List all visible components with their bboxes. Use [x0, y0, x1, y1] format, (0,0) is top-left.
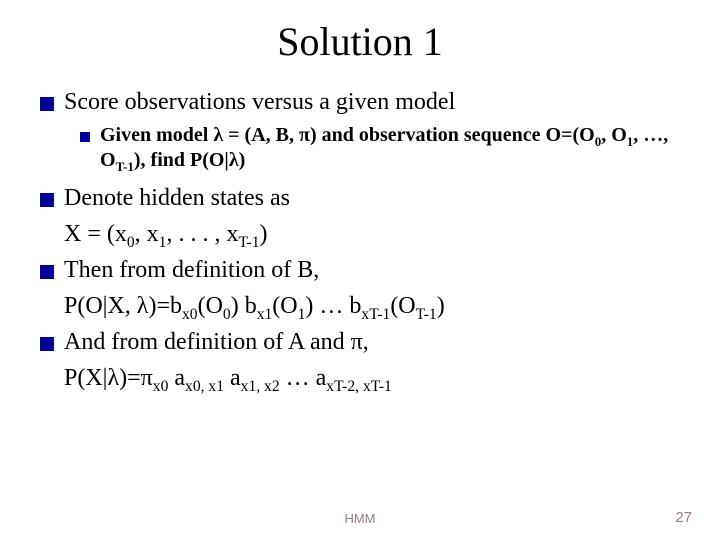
- bullet-text: P(O|X, λ)=bx0(O0) bx1(O1) … bxT-1(OT-1): [64, 291, 680, 321]
- bullet-continuation: X = (x0, x1, . . . , xT-1): [40, 219, 680, 249]
- bullet-continuation: P(O|X, λ)=bx0(O0) bx1(O1) … bxT-1(OT-1): [40, 291, 680, 321]
- sub-bullet-text: Given model λ = (A, B, π) and observatio…: [100, 123, 680, 173]
- bullet-text: P(X|λ)=πx0 ax0, x1 ax1, x2 … axT-2, xT-1: [64, 363, 680, 393]
- page-number: 27: [675, 509, 692, 526]
- bullet-item: Then from definition of B,: [40, 255, 680, 285]
- bullet-text: Score observations versus a given model: [64, 87, 680, 117]
- square-bullet-icon: [40, 193, 54, 207]
- slide-title: Solution 1: [40, 18, 680, 65]
- square-bullet-icon: [40, 337, 54, 351]
- slide-content: Score observations versus a given model …: [40, 87, 680, 393]
- bullet-item: Denote hidden states as: [40, 183, 680, 213]
- slide: Solution 1 Score observations versus a g…: [0, 0, 720, 540]
- diamond-bullet-icon: [80, 132, 90, 142]
- bullet-text: Then from definition of B,: [64, 255, 680, 285]
- bullet-item: And from definition of A and π,: [40, 327, 680, 357]
- sub-bullet-item: Given model λ = (A, B, π) and observatio…: [80, 123, 680, 173]
- bullet-text: And from definition of A and π,: [64, 327, 680, 357]
- bullet-text: Denote hidden states as: [64, 183, 680, 213]
- square-bullet-icon: [40, 265, 54, 279]
- bullet-item: Score observations versus a given model: [40, 87, 680, 117]
- square-bullet-icon: [40, 97, 54, 111]
- footer-center: HMM: [0, 511, 720, 526]
- bullet-text: X = (x0, x1, . . . , xT-1): [64, 219, 680, 249]
- bullet-continuation: P(X|λ)=πx0 ax0, x1 ax1, x2 … axT-2, xT-1: [40, 363, 680, 393]
